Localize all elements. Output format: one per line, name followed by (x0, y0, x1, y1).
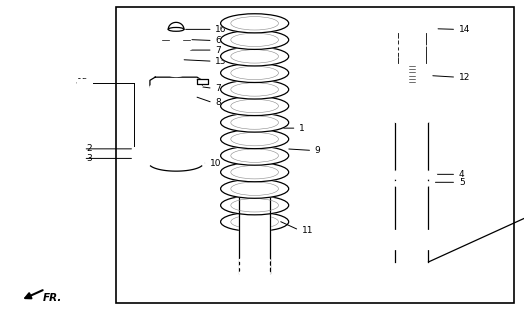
Ellipse shape (158, 169, 164, 171)
Ellipse shape (161, 44, 192, 52)
Ellipse shape (168, 90, 184, 93)
Ellipse shape (167, 45, 184, 50)
Ellipse shape (248, 146, 261, 149)
Text: 13: 13 (215, 57, 227, 66)
Ellipse shape (239, 144, 270, 151)
Ellipse shape (149, 155, 204, 171)
Ellipse shape (175, 170, 181, 172)
Ellipse shape (169, 71, 183, 76)
Ellipse shape (159, 158, 193, 168)
Circle shape (401, 275, 422, 287)
Text: 11: 11 (302, 226, 313, 235)
Text: 16: 16 (215, 25, 227, 34)
Ellipse shape (220, 146, 289, 165)
Ellipse shape (397, 23, 426, 29)
Text: 7: 7 (215, 45, 221, 55)
Bar (402, 249, 421, 281)
Text: 4: 4 (459, 170, 465, 179)
Text: 3: 3 (86, 154, 92, 163)
Bar (116, 7, 514, 303)
Text: 15: 15 (77, 78, 88, 87)
Text: 10: 10 (210, 159, 222, 168)
Ellipse shape (239, 147, 270, 152)
Ellipse shape (220, 47, 289, 66)
Text: 7: 7 (215, 84, 221, 93)
Text: FR.: FR. (43, 293, 62, 303)
Text: 2: 2 (86, 144, 92, 153)
Ellipse shape (158, 156, 164, 158)
Bar (170, 54, 182, 61)
Ellipse shape (220, 80, 289, 99)
Ellipse shape (148, 71, 205, 84)
Ellipse shape (220, 30, 289, 49)
Ellipse shape (168, 87, 184, 91)
Ellipse shape (200, 161, 206, 163)
Text: 5: 5 (459, 178, 465, 187)
Ellipse shape (167, 44, 184, 48)
Ellipse shape (161, 43, 192, 49)
Ellipse shape (398, 50, 425, 54)
Bar (390, 230, 434, 249)
Ellipse shape (170, 60, 182, 63)
Ellipse shape (147, 165, 153, 167)
Ellipse shape (191, 168, 197, 170)
Ellipse shape (220, 63, 289, 83)
Ellipse shape (220, 212, 289, 231)
Ellipse shape (387, 170, 437, 179)
Ellipse shape (161, 88, 192, 94)
Text: 9: 9 (315, 146, 321, 155)
Ellipse shape (150, 84, 202, 90)
Text: 14: 14 (459, 25, 470, 34)
Text: 12: 12 (459, 73, 470, 82)
Ellipse shape (168, 28, 184, 31)
Ellipse shape (200, 164, 206, 166)
Ellipse shape (401, 30, 423, 35)
Ellipse shape (239, 149, 270, 155)
Polygon shape (168, 22, 184, 29)
Ellipse shape (220, 130, 289, 149)
Ellipse shape (220, 96, 289, 116)
Ellipse shape (239, 264, 270, 270)
Ellipse shape (398, 37, 425, 42)
Ellipse shape (220, 196, 289, 215)
Ellipse shape (400, 60, 423, 65)
Bar (239, 152, 270, 268)
Ellipse shape (399, 55, 424, 60)
Ellipse shape (191, 156, 197, 158)
Ellipse shape (161, 85, 192, 93)
Text: 8: 8 (215, 98, 221, 107)
Ellipse shape (220, 14, 289, 33)
Circle shape (422, 237, 430, 242)
Text: 6: 6 (215, 36, 221, 45)
Ellipse shape (395, 120, 428, 124)
Polygon shape (197, 79, 207, 84)
Ellipse shape (387, 174, 437, 180)
Ellipse shape (220, 179, 289, 198)
FancyBboxPatch shape (77, 79, 93, 87)
Bar (408, 64, 415, 122)
Ellipse shape (406, 25, 417, 28)
Text: 1: 1 (299, 124, 305, 132)
Ellipse shape (239, 258, 270, 263)
Ellipse shape (169, 36, 183, 39)
Ellipse shape (391, 180, 432, 188)
Ellipse shape (220, 163, 289, 182)
Ellipse shape (175, 154, 181, 156)
Polygon shape (150, 77, 202, 87)
Ellipse shape (163, 35, 190, 40)
Ellipse shape (402, 248, 421, 251)
Ellipse shape (162, 69, 191, 79)
Bar (81, 81, 91, 85)
Bar (148, 171, 205, 179)
Ellipse shape (147, 159, 153, 162)
Ellipse shape (397, 44, 426, 48)
Circle shape (393, 237, 401, 242)
Bar (395, 122, 428, 262)
Ellipse shape (170, 53, 182, 56)
Ellipse shape (220, 113, 289, 132)
Circle shape (407, 278, 416, 284)
Ellipse shape (239, 270, 270, 276)
